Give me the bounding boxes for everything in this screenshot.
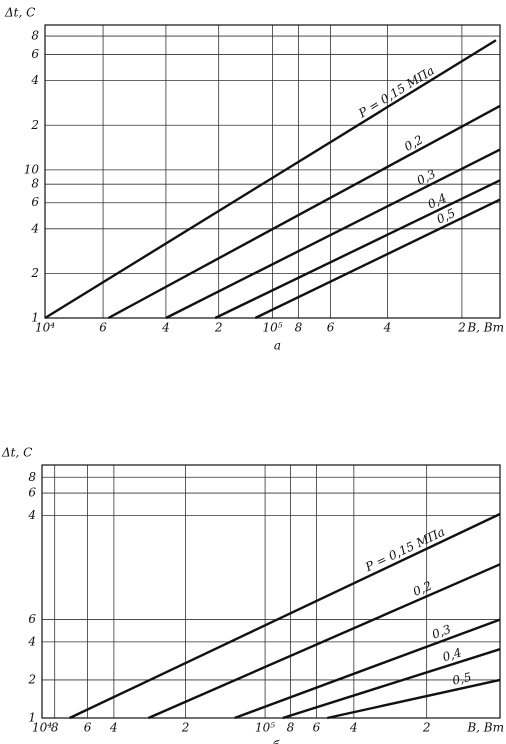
data-line [165,148,501,320]
data-line [327,678,501,720]
x-tick-label: 6 [99,321,107,335]
x-tick-label: 8 [295,321,303,335]
x-tick-label: 6 [84,721,92,735]
y-tick-label: 8 [31,29,39,43]
y-tick-label: 6 [31,47,39,61]
x-tick-label: 8 [51,721,59,735]
x-tick-label: 4 [161,321,170,335]
x-axis-label: B, Вт [466,321,504,335]
x-tick-label: 2 [214,321,223,335]
y-tick-label: 6 [28,486,36,500]
y-tick-label: 4 [30,221,39,235]
series-label: 0,3 [430,622,453,642]
plot-frame [41,464,501,719]
y-tick-label: 4 [27,508,36,522]
data-line [147,563,501,720]
data-line [234,618,501,720]
x-tick-label: 4 [349,721,358,735]
y-tick-label: 10 [24,162,40,176]
subtitle: б [272,739,280,744]
x-axis-label: B, Вт [466,721,504,735]
series-label: 0,4 [441,645,463,664]
x-tick-label: 4 [383,321,392,335]
y-tick-label: 8 [28,470,36,484]
y-tick-label: 1 [28,711,36,725]
data-line [214,179,501,320]
data-line [282,648,501,720]
x-tick-label: 10⁴ [32,721,52,735]
x-tick-label: 2 [181,721,190,735]
plot-frame [44,24,501,319]
series-label: 0,5 [434,206,457,227]
series-label: P = 0,15 МПа [355,63,437,121]
y-axis-label: Δt, C [4,6,35,20]
y-tick-label: 4 [30,73,39,87]
y-tick-label: 2 [30,266,39,280]
x-tick-label: 2 [457,321,466,335]
y-tick-label: 1 [31,311,39,325]
y-tick-label: 8 [31,177,39,191]
x-tick-label: 2 [422,721,431,735]
x-tick-label: 10⁴ [35,321,55,335]
series-label: 0,2 [411,578,434,598]
x-tick-label: 10⁵ [262,321,282,335]
y-tick-label: 2 [30,118,39,132]
y-tick-label: 6 [28,612,36,626]
x-tick-label: 6 [313,721,321,735]
y-tick-label: 2 [27,672,36,686]
x-tick-label: 10⁵ [255,721,275,735]
subtitle: а [274,339,281,353]
series-label: P = 0,15 МПа [362,525,447,575]
x-tick-label: 4 [109,721,118,735]
data-line [69,512,501,720]
series-label: 0,2 [402,132,425,153]
y-tick-label: 6 [31,195,39,209]
y-axis-label: Δt, C [1,446,32,460]
data-line [44,39,497,320]
data-line [107,104,501,320]
y-tick-label: 4 [27,634,36,648]
data-line [254,198,501,320]
series-label: 0,5 [451,670,473,688]
x-tick-label: 6 [327,321,335,335]
x-tick-label: 8 [287,721,295,735]
